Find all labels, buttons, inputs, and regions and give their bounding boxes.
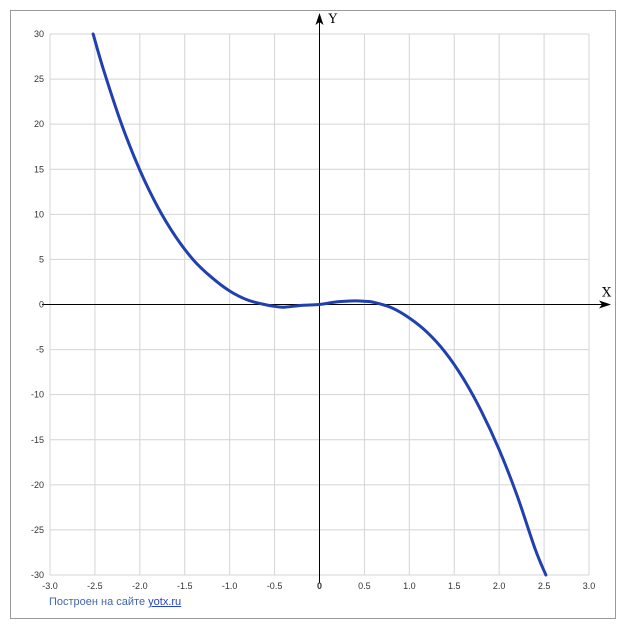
tick-labels: -3.0 -2.5 -2.0 -1.5 -1.0 -0.5 0 0.5 1.0 1.5 2.0 2.5…	[31, 29, 595, 591]
site-credit: Построен на сайте yotx.ru	[49, 596, 181, 608]
axes	[42, 13, 611, 583]
y-tick-label: 15	[34, 164, 44, 174]
x-tick-label: 0	[317, 581, 322, 591]
y-tick-label: 5	[39, 254, 44, 264]
x-tick-label: 2.0	[493, 581, 506, 591]
x-tick-label: -2.0	[132, 581, 148, 591]
series-group	[91, 32, 548, 577]
x-axis-label: X	[602, 286, 612, 301]
y-tick-label: -30	[31, 570, 44, 580]
x-tick-label: -3.0	[42, 581, 58, 591]
credit-text: Построен на сайте	[49, 596, 146, 608]
y-axis-arrow	[315, 13, 324, 25]
x-tick-label: 0.5	[358, 581, 371, 591]
y-tick-label: -20	[31, 480, 44, 490]
x-tick-label: 1.0	[403, 581, 416, 591]
y-tick-label: 0	[39, 300, 44, 310]
y-tick-label: -15	[31, 435, 44, 445]
y-tick-label: 10	[34, 209, 44, 219]
x-tick-label: 2.5	[538, 581, 551, 591]
x-tick-label: -2.5	[87, 581, 103, 591]
x-axis-arrow	[599, 300, 611, 309]
chart-frame: -3.0 -2.5 -2.0 -1.5 -1.0 -0.5 0 0.5 1.0 1.5 2.0 2.5…	[10, 10, 616, 619]
x-tick-label: -1.0	[222, 581, 238, 591]
y-tick-label: 30	[34, 29, 44, 39]
series-line	[91, 32, 548, 577]
credit-link[interactable]: yotx.ru	[148, 596, 182, 608]
function-plot: -3.0 -2.5 -2.0 -1.5 -1.0 -0.5 0 0.5 1.0 1.5 2.0 2.5…	[31, 12, 612, 591]
x-tick-label: -0.5	[267, 581, 283, 591]
y-tick-label: 25	[34, 74, 44, 84]
x-tick-label: 3.0	[583, 581, 596, 591]
y-tick-label: -5	[36, 345, 44, 355]
x-tick-label: -1.5	[177, 581, 193, 591]
y-tick-label: -25	[31, 525, 44, 535]
y-tick-label: -10	[31, 390, 44, 400]
x-tick-label: 1.5	[448, 581, 461, 591]
y-axis-label: Y	[328, 12, 338, 27]
y-tick-label: 20	[34, 119, 44, 129]
